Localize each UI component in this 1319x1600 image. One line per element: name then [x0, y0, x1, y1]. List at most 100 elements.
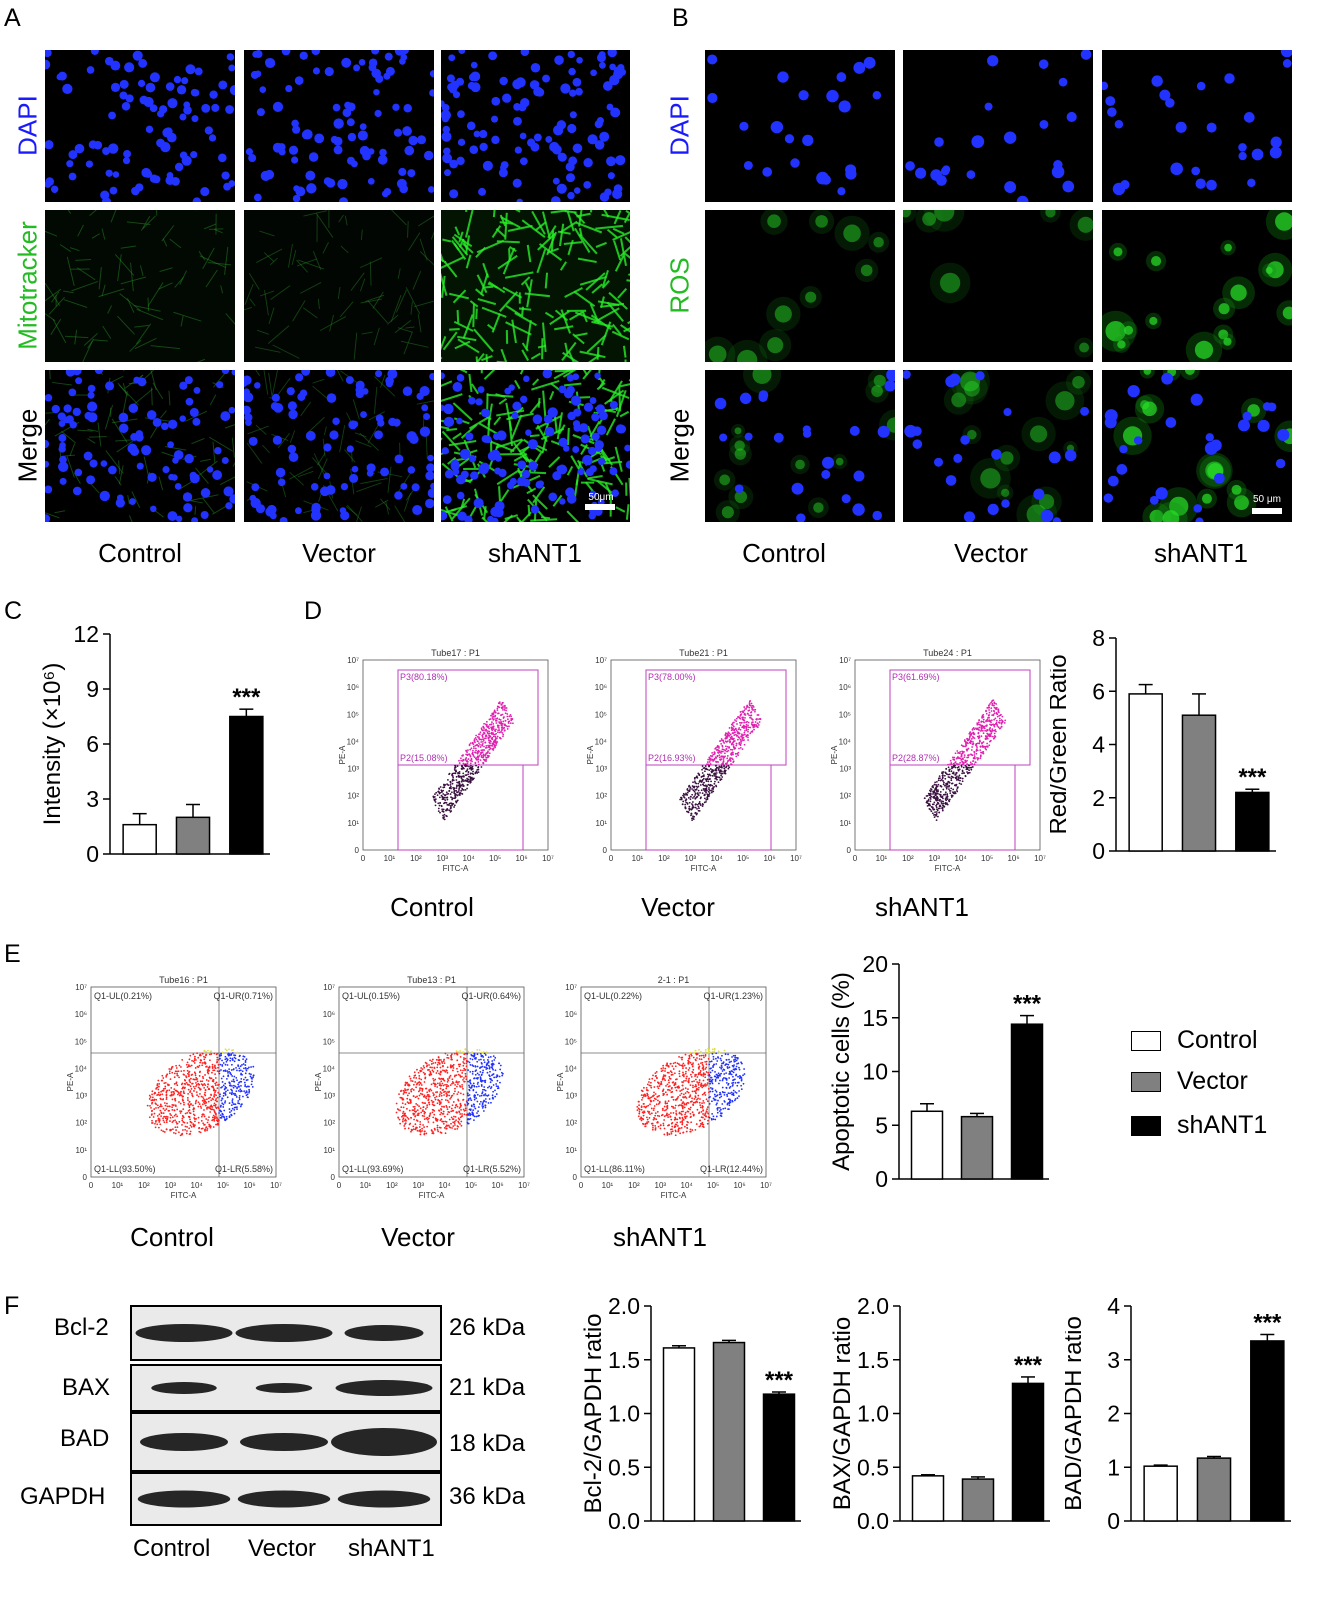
- panel-a-dapi-vector: [244, 50, 434, 202]
- flow-yaxis-label: PE-A: [66, 1072, 75, 1091]
- flow-plot-frame: [854, 659, 1041, 851]
- flow-e-quadrant-ll-label: Q1-LL(86.11%): [584, 1164, 645, 1174]
- flow-xtick-label: 10⁷: [790, 854, 802, 863]
- flow-xtick-label: 10⁶: [1007, 854, 1019, 863]
- panel-b-group-shant1: shANT1: [1154, 538, 1248, 568]
- chart-F2-ytick-label: 1.0: [857, 1401, 889, 1427]
- panel-label-d: D: [304, 597, 323, 625]
- chart-d-red-green: 0 2 4 6 8 Red/Green Ratio ***: [1050, 625, 1276, 864]
- flow-ytick-label: 10²: [595, 792, 607, 801]
- panel-b-dapi-vector: [903, 50, 1093, 202]
- flow-xtick-label: 10⁷: [1034, 854, 1046, 863]
- wb-kda-bad: 18 kDa: [449, 1430, 526, 1457]
- legend-item-vector: Vector: [1131, 1067, 1248, 1096]
- flow-d-gate-p2: [397, 764, 524, 851]
- flow-e-vector: Tube13 : P1 00 10¹ 10¹ 10² 10² 10³ 10³ 10⁴ 10⁴ 10⁵…: [314, 975, 530, 1200]
- panel-a-merge-control: [45, 370, 235, 522]
- flow-xtick-label: 10²: [386, 1181, 398, 1190]
- flow-e-title: Tube16 : P1: [159, 975, 208, 985]
- flow-xtick-label: 10⁶: [733, 1181, 745, 1190]
- flow-yaxis-label: PE-A: [338, 745, 347, 764]
- wb-lane-shant1: shANT1: [348, 1535, 435, 1562]
- flow-d-gate-p2: [645, 764, 772, 851]
- flow-e-quadrant-ur-label: Q1-UR(0.64%): [461, 991, 521, 1001]
- chart-E-ytick-label: 15: [862, 1005, 888, 1031]
- chart-F3-bar-control: [1143, 1465, 1178, 1522]
- chart-C-ytick-label: 9: [86, 676, 99, 702]
- panel-a-mito-shant1: [441, 210, 630, 362]
- flow-ytick-label: 10⁴: [595, 737, 608, 746]
- chart-F3-ytick-label: 4: [1107, 1293, 1120, 1319]
- chart-C-ytick-label: 0: [86, 841, 99, 867]
- flow-ytick-label: 10⁷: [75, 983, 87, 992]
- flow-ytick-label: 10³: [347, 765, 359, 774]
- chart-E-bar-shant1: [1010, 1023, 1044, 1180]
- flow-xtick-label: 10¹: [876, 854, 888, 863]
- flow-yaxis-label: PE-A: [830, 745, 839, 764]
- flow-d-title: Tube24 : P1: [923, 648, 972, 658]
- panel-b-group-vector: Vector: [954, 538, 1028, 568]
- flow-e-quadrant-ur-label: Q1-UR(0.71%): [213, 991, 273, 1001]
- flow-ytick-label: 10³: [839, 765, 851, 774]
- flow-xtick-label: 0: [337, 1181, 342, 1190]
- panel-a-scale-text: 50μm: [588, 492, 614, 503]
- flow-ytick-label: 0: [355, 846, 360, 855]
- wb-band: [237, 1490, 331, 1508]
- flow-ytick-label: 0: [331, 1173, 336, 1182]
- chart-F1-bar-shant1: [762, 1393, 796, 1522]
- chart-F1-ytick-label: 0.0: [608, 1508, 640, 1534]
- chart-E-ytick-label: 20: [862, 951, 888, 977]
- flow-e-quadrant-lr-label: Q1-LR(5.52%): [463, 1164, 521, 1174]
- flow-ytick-label: 0: [847, 846, 852, 855]
- flow-e-shant1: 2-1 : P1 00 10¹ 10¹ 10² 10² 10³ 10³ 10⁴ 10⁴ 10⁵ 10⁵…: [556, 975, 772, 1200]
- panel-a-row-label-merge: Merge: [12, 408, 43, 483]
- flow-plot-frame: [338, 986, 525, 1178]
- flow-ytick-label: 10¹: [595, 819, 607, 828]
- flow-ytick-label: 0: [83, 1173, 88, 1182]
- flow-ytick-label: 10⁷: [595, 656, 607, 665]
- flow-e-quadrant-ul-label: Q1-UL(0.21%): [94, 991, 152, 1001]
- chart-E-ytick-label: 5: [875, 1112, 888, 1138]
- wb-band: [335, 1380, 433, 1396]
- flow-yaxis-label: PE-A: [314, 1072, 323, 1091]
- flow-ytick-label: 10⁷: [347, 656, 359, 665]
- flow-xaxis-label: FITC-A: [661, 1191, 687, 1200]
- panel-label-c: C: [4, 597, 23, 625]
- flow-d-title: Tube17 : P1: [431, 648, 480, 658]
- flow-d-gate-p3: [645, 669, 787, 766]
- panel-e-group-vector: Vector: [381, 1222, 455, 1252]
- flow-xtick-label: 10⁵: [217, 1181, 229, 1190]
- legend-item-shant1: shANT1: [1131, 1111, 1267, 1140]
- chart-C-ytick-label: 6: [86, 731, 99, 757]
- flow-xaxis-label: FITC-A: [443, 864, 469, 873]
- wb-band: [135, 1324, 233, 1342]
- flow-ytick-label: 10²: [75, 1119, 87, 1128]
- wb-label-bax: BAX: [62, 1374, 111, 1401]
- flow-ytick-label: 10³: [323, 1092, 335, 1101]
- panel-label-f: F: [4, 1292, 20, 1320]
- flow-d-p3-label: P3(61.69%): [892, 672, 940, 682]
- chart-F3-ytick-label: 0: [1107, 1508, 1120, 1534]
- wb-lane-control: Control: [133, 1535, 211, 1562]
- chart-F2-ytick-label: 1.5: [857, 1347, 889, 1373]
- wb-strip-bcl2: [130, 1305, 442, 1361]
- flow-xtick-label: 10⁴: [191, 1181, 204, 1190]
- flow-ytick-label: 10⁶: [565, 1010, 577, 1019]
- panel-a-mito-control: [45, 210, 235, 362]
- flow-ytick-label: 10²: [839, 792, 851, 801]
- flow-ytick-label: 10³: [565, 1092, 577, 1101]
- chart-D-bar-shant1: [1235, 791, 1270, 852]
- panel-e-group-control: Control: [130, 1222, 214, 1252]
- legend-label-control: Control: [1177, 1026, 1258, 1054]
- panel-a-group-vector: Vector: [302, 538, 376, 568]
- chart-D-ytick-label: 2: [1092, 785, 1105, 811]
- flow-ytick-label: 10⁷: [565, 983, 577, 992]
- legend-item-control: Control: [1131, 1026, 1258, 1055]
- flow-e-quadrant-ll-label: Q1-LL(93.69%): [342, 1164, 404, 1174]
- chart-E-ytick-label: 0: [875, 1166, 888, 1192]
- flow-xtick-label: 10¹: [360, 1181, 372, 1190]
- flow-xtick-label: 10³: [413, 1181, 425, 1190]
- chart-e-apoptotic: 0 5 10 15 20 Apoptotic cells (%) ***: [828, 951, 1049, 1192]
- chart-E-ylabel: Apoptotic cells (%): [828, 972, 855, 1171]
- flow-xtick-label: 10²: [628, 1181, 640, 1190]
